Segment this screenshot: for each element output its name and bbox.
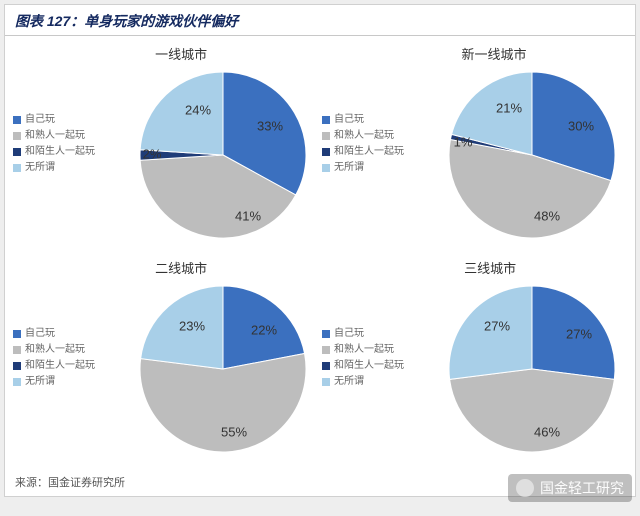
slice-label: 27%	[484, 319, 510, 334]
pie-chart: 33% 41% 2% 24%	[138, 70, 308, 240]
legend-label: 无所谓	[25, 374, 55, 390]
watermark: 国金轻工研究	[508, 474, 632, 502]
legend-item: 和陌生人一起玩	[13, 358, 95, 374]
pie-chart: 22% 55% 23%	[138, 284, 308, 454]
slice-label: 30%	[568, 119, 594, 134]
legend-label: 自己玩	[25, 112, 55, 128]
panel-title: 三线城市	[464, 258, 516, 277]
pie-chart: 30% 48% 1% 21%	[447, 70, 617, 240]
chart-panel: 二线城市自己玩和熟人一起玩和陌生人一起玩无所谓 22% 55% 23%	[13, 254, 318, 464]
legend-swatch	[322, 330, 330, 338]
title-text: 单身玩家的游戏伙伴偏好	[84, 13, 238, 29]
slice-label: 24%	[185, 103, 211, 118]
legend-swatch	[13, 148, 21, 156]
legend: 自己玩和熟人一起玩和陌生人一起玩无所谓	[13, 112, 95, 176]
legend-label: 和熟人一起玩	[334, 342, 394, 358]
legend-swatch	[322, 362, 330, 370]
legend-label: 无所谓	[334, 374, 364, 390]
legend-label: 和陌生人一起玩	[25, 358, 95, 374]
slice-label: 22%	[251, 323, 277, 338]
legend-label: 和熟人一起玩	[334, 128, 394, 144]
panel-title: 新一线城市	[461, 44, 526, 63]
legend-item: 自己玩	[322, 112, 404, 128]
legend-label: 和熟人一起玩	[25, 342, 85, 358]
legend-label: 自己玩	[334, 326, 364, 342]
legend-swatch	[322, 378, 330, 386]
slice-label: 46%	[534, 425, 560, 440]
legend-item: 和陌生人一起玩	[322, 144, 404, 160]
legend-label: 和熟人一起玩	[25, 128, 85, 144]
legend-label: 和陌生人一起玩	[334, 144, 404, 160]
slice-label: 48%	[534, 209, 560, 224]
legend-item: 和陌生人一起玩	[13, 144, 95, 160]
legend-label: 无所谓	[25, 160, 55, 176]
slice-label: 41%	[235, 209, 261, 224]
chart-panel: 三线城市自己玩和熟人一起玩和陌生人一起玩无所谓 27% 46% 27%	[322, 254, 627, 464]
legend-item: 和熟人一起玩	[13, 128, 95, 144]
legend-item: 自己玩	[13, 112, 95, 128]
slice-label: 2%	[143, 147, 162, 162]
legend-swatch	[13, 330, 21, 338]
legend-item: 无所谓	[322, 374, 404, 390]
legend-item: 自己玩	[322, 326, 404, 342]
legend-item: 无所谓	[13, 160, 95, 176]
legend-label: 自己玩	[334, 112, 364, 128]
legend-item: 和熟人一起玩	[322, 128, 404, 144]
legend-swatch	[322, 116, 330, 124]
chart-panel: 新一线城市自己玩和熟人一起玩和陌生人一起玩无所谓 30% 48% 1% 21%	[322, 40, 627, 250]
legend-swatch	[13, 346, 21, 354]
slice-label: 27%	[566, 327, 592, 342]
legend-label: 和陌生人一起玩	[25, 144, 95, 160]
watermark-text: 国金轻工研究	[540, 478, 624, 498]
legend-item: 无所谓	[13, 374, 95, 390]
legend-swatch	[322, 164, 330, 172]
title-prefix: 图表 127：	[15, 13, 84, 29]
legend: 自己玩和熟人一起玩和陌生人一起玩无所谓	[322, 112, 404, 176]
legend-item: 自己玩	[13, 326, 95, 342]
legend-swatch	[322, 132, 330, 140]
pie-chart: 27% 46% 27%	[447, 284, 617, 454]
slice-label: 21%	[496, 101, 522, 116]
source-label: 来源：国金证券研究所	[15, 477, 125, 489]
legend-swatch	[13, 132, 21, 140]
legend-item: 和陌生人一起玩	[322, 358, 404, 374]
slice-label: 33%	[257, 119, 283, 134]
legend-item: 无所谓	[322, 160, 404, 176]
slice-label: 1%	[454, 135, 473, 150]
legend-swatch	[322, 148, 330, 156]
charts-grid: 一线城市自己玩和熟人一起玩和陌生人一起玩无所谓33%41%2%24%新一线城市自…	[5, 36, 635, 468]
legend-item: 和熟人一起玩	[13, 342, 95, 358]
legend-label: 自己玩	[25, 326, 55, 342]
legend: 自己玩和熟人一起玩和陌生人一起玩无所谓	[13, 326, 95, 390]
legend-swatch	[13, 362, 21, 370]
legend-swatch	[13, 116, 21, 124]
chart-panel: 一线城市自己玩和熟人一起玩和陌生人一起玩无所谓 33% 41% 2% 24%	[13, 40, 318, 250]
panel-title: 一线城市	[155, 44, 207, 63]
slice-label: 55%	[221, 425, 247, 440]
legend-swatch	[13, 378, 21, 386]
legend-label: 无所谓	[334, 160, 364, 176]
legend-swatch	[322, 346, 330, 354]
wechat-icon	[516, 479, 534, 497]
panel-title: 二线城市	[155, 258, 207, 277]
legend-label: 和陌生人一起玩	[334, 358, 404, 374]
slice-label: 23%	[179, 319, 205, 334]
legend: 自己玩和熟人一起玩和陌生人一起玩无所谓	[322, 326, 404, 390]
figure-title: 图表 127：单身玩家的游戏伙伴偏好	[5, 5, 635, 36]
legend-item: 和熟人一起玩	[322, 342, 404, 358]
figure-container: 图表 127：单身玩家的游戏伙伴偏好 一线城市自己玩和熟人一起玩和陌生人一起玩无…	[4, 4, 636, 497]
legend-swatch	[13, 164, 21, 172]
